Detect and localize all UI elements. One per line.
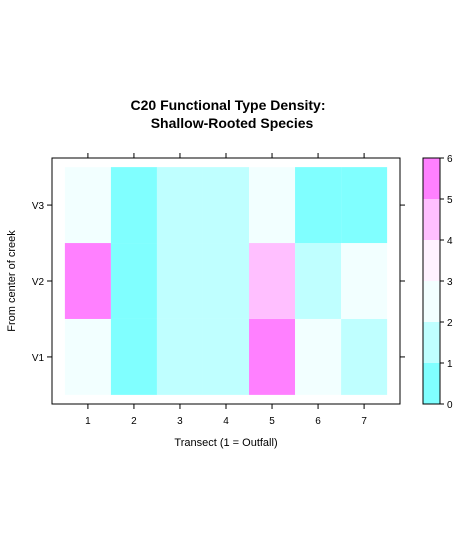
x-tick-label: 4 xyxy=(223,416,229,427)
y-tick-label: V2 xyxy=(32,277,45,288)
colorbar: 0 1 2 3 4 5 6 xyxy=(422,154,453,411)
colorbar-swatch xyxy=(423,322,440,363)
y-tick-label: V3 xyxy=(32,201,45,212)
x-axis-label: Transect (1 = Outfall) xyxy=(174,437,277,449)
heatmap-cell-V2-7 xyxy=(341,243,388,319)
chart-title-line-1: C20 Functional Type Density: xyxy=(131,97,326,113)
heatmap-cell-V2-6 xyxy=(295,243,342,319)
heatmap-cell-V3-6 xyxy=(295,167,342,244)
heatmap-cell-V3-7 xyxy=(341,167,388,244)
colorbar-tick-label: 6 xyxy=(447,154,453,165)
heatmap-cell-V2-3 xyxy=(156,243,203,319)
y-axis-label: From center of creek xyxy=(6,230,18,332)
heatmap-cells xyxy=(64,167,388,395)
y-tick-label: V1 xyxy=(32,353,45,364)
heatmap-cell-V3-1 xyxy=(64,167,111,244)
x-tick-label: 5 xyxy=(269,416,275,427)
x-tick-label: 2 xyxy=(131,416,137,427)
heatmap-cell-V1-4 xyxy=(202,318,250,395)
x-tick-label: 7 xyxy=(361,416,367,427)
x-tick-label: 3 xyxy=(177,416,183,427)
heatmap-cell-V3-2 xyxy=(110,167,157,244)
x-tick-label: 6 xyxy=(315,416,321,427)
colorbar-tick-label: 0 xyxy=(447,400,453,411)
colorbar-tick-label: 2 xyxy=(447,318,453,329)
colorbar-swatch xyxy=(423,158,440,199)
colorbar-swatch xyxy=(423,199,440,240)
heatmap-cell-V1-2 xyxy=(110,318,157,395)
heatmap-cell-V3-5 xyxy=(249,167,296,244)
colorbar-swatch xyxy=(423,281,440,322)
colorbar-tick-label: 3 xyxy=(447,277,453,288)
heatmap-cell-V1-5 xyxy=(249,318,296,395)
heatmap-cell-V1-6 xyxy=(295,318,342,395)
heatmap-cell-V2-2 xyxy=(110,243,157,319)
colorbar-tick-label: 1 xyxy=(447,359,453,370)
heatmap-cell-V2-1 xyxy=(64,243,111,319)
heatmap-cell-V2-4 xyxy=(202,243,250,319)
x-tick-label: 1 xyxy=(85,416,91,427)
heatmap-cell-V2-5 xyxy=(249,243,296,319)
heatmap-cell-V1-1 xyxy=(64,318,111,395)
colorbar-swatch xyxy=(423,240,440,281)
colorbar-tick-label: 5 xyxy=(447,195,453,206)
x-axis: 1 2 3 4 5 6 7 xyxy=(85,153,367,427)
colorbar-tick-label: 4 xyxy=(447,236,453,247)
chart-title-line-2: Shallow-Rooted Species xyxy=(151,115,314,131)
heatmap-cell-V3-3 xyxy=(156,167,203,244)
y-axis: V1 V2 V3 xyxy=(32,201,405,364)
colorbar-swatch xyxy=(423,363,440,404)
heatmap-cell-V1-7 xyxy=(341,318,388,395)
heatmap-cell-V1-3 xyxy=(156,318,203,395)
heatmap-cell-V3-4 xyxy=(202,167,250,244)
